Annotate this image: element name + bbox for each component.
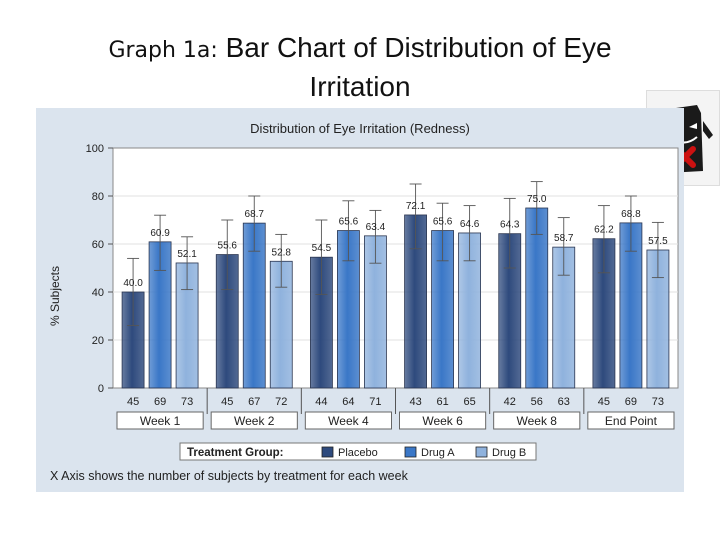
subject-count-label: 45: [127, 396, 139, 408]
data-label: 55.6: [218, 241, 238, 252]
legend-swatch: [404, 446, 417, 458]
subject-count-label: 43: [409, 396, 421, 408]
subject-count-label: 61: [436, 396, 448, 408]
subject-count-label: 56: [531, 396, 543, 408]
data-label: 62.2: [594, 225, 614, 236]
subject-count-label: 44: [315, 396, 327, 408]
subject-count-label: 45: [598, 396, 610, 408]
legend-label: Drug A: [421, 447, 455, 459]
y-tick-label: 80: [92, 191, 104, 203]
legend-label: Drug B: [492, 447, 526, 459]
grid-lines: [113, 195, 678, 341]
category-box: [587, 411, 675, 430]
subject-count-label: 63: [558, 396, 570, 408]
category-label: Week 4: [328, 414, 369, 428]
subject-count-label: 73: [181, 396, 193, 408]
slide-title-line1: Bar Chart of Distribution of Eye: [225, 32, 612, 63]
legend-swatch: [475, 446, 488, 458]
y-tick-label: 20: [92, 335, 104, 347]
data-label: 57.5: [648, 236, 668, 247]
chart-footnote: X Axis shows the number of subjects by t…: [50, 469, 409, 483]
data-label: 63.4: [366, 222, 386, 233]
category-label: Week 8: [517, 414, 558, 428]
data-label: 75.0: [527, 194, 547, 205]
data-label: 52.8: [272, 247, 292, 258]
category-label: Week 2: [234, 414, 275, 428]
category-box: [399, 411, 487, 430]
plot-area: [112, 147, 679, 389]
legend-box: [179, 442, 537, 461]
category-box: [210, 411, 298, 430]
data-label: 65.6: [433, 217, 453, 228]
subject-count-label: 42: [504, 396, 516, 408]
bar-chart: Distribution of Eye Irritation (Redness)…: [36, 108, 684, 492]
y-tick-label: 60: [92, 239, 104, 251]
subject-count-label: 67: [248, 396, 260, 408]
subject-count-label: 45: [221, 396, 233, 408]
category-label: Week 1: [140, 414, 181, 428]
y-tick-label: 40: [92, 287, 104, 299]
data-label: 68.8: [621, 209, 641, 220]
bar: [525, 207, 549, 389]
y-axis: 0 20 40 60 80 100: [86, 143, 113, 395]
data-label: 68.7: [245, 209, 265, 220]
category-label: End Point: [605, 414, 658, 428]
category-box: [493, 411, 581, 430]
legend-label: Placebo: [338, 447, 378, 459]
data-label: 52.1: [177, 249, 197, 260]
subject-count-label: 65: [463, 396, 475, 408]
subject-count-label: 73: [652, 396, 664, 408]
subject-count-label: 72: [275, 396, 287, 408]
legend: Treatment Group: Placebo Drug A Drug B: [179, 442, 537, 461]
category-label: Week 6: [422, 414, 463, 428]
category-box: [116, 411, 204, 430]
subject-count-label: 69: [154, 396, 166, 408]
data-label: 60.9: [150, 228, 170, 239]
slide-title: Graph 1a: Bar Chart of Distribution of E…: [0, 30, 720, 105]
data-label: 65.6: [339, 217, 359, 228]
slide-title-prefix: Graph 1a:: [108, 38, 218, 63]
legend-title: Treatment Group:: [187, 447, 283, 459]
subject-count-label: 64: [342, 396, 354, 408]
category-box: [304, 411, 393, 430]
y-axis-title: % Subjects: [48, 266, 62, 326]
subject-count-label: 71: [369, 396, 381, 408]
subject-count-label: 69: [625, 396, 637, 408]
y-tick-label: 0: [98, 383, 104, 395]
data-label: 58.7: [554, 233, 574, 244]
slide-title-line2: Irritation: [309, 71, 411, 102]
data-label: 40.0: [123, 278, 143, 289]
data-label: 64.6: [460, 219, 480, 230]
chart-title: Distribution of Eye Irritation (Redness): [250, 121, 470, 136]
legend-swatch: [321, 446, 334, 458]
data-label: 64.3: [500, 220, 520, 231]
bars: 40.0 60.9 52.1 55.6 68.7 52.8 54.5 65.6 63.4 72.1…: [121, 181, 670, 389]
data-label: 54.5: [312, 243, 332, 254]
y-tick-label: 100: [86, 143, 104, 155]
data-label: 72.1: [406, 201, 426, 212]
